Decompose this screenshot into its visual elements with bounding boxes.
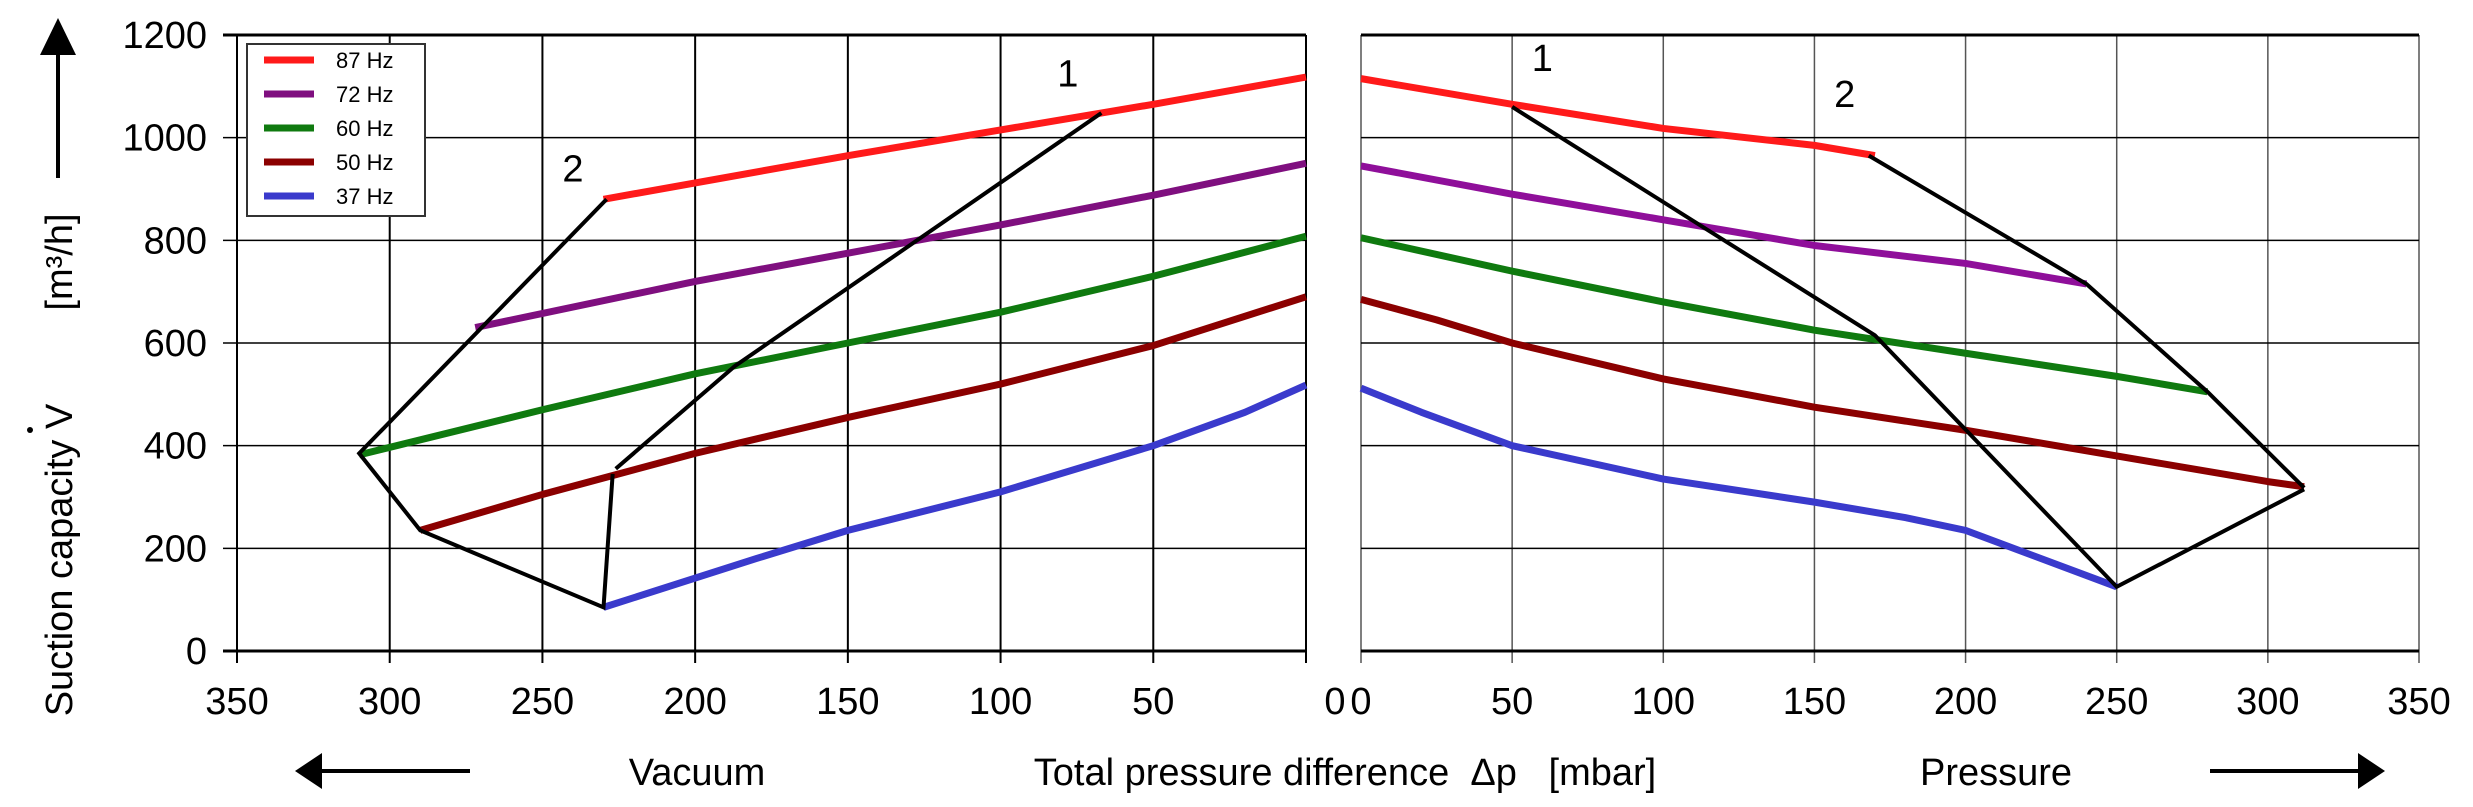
y-tick-label: 800 [144, 220, 207, 262]
legend-label: 72 Hz [336, 82, 393, 107]
x-tick-label: 50 [1491, 681, 1533, 723]
x-tick-label: 150 [816, 681, 879, 723]
x-tick-label: 250 [2085, 681, 2148, 723]
x-tick-label: 300 [358, 681, 421, 723]
v-dot [27, 427, 33, 433]
series-line-37-hz [602, 381, 1308, 611]
y-tick-label: 200 [144, 528, 207, 570]
x-tick-label: 250 [511, 681, 574, 723]
x-tick-label: 200 [663, 681, 726, 723]
x-axis-label: Total pressure difference Δp [mbar] [1034, 752, 1656, 794]
legend-label: 37 Hz [336, 184, 393, 209]
limit-line-2 [356, 197, 615, 611]
x-tick-label: 350 [2387, 681, 2450, 723]
x-tick-label: 200 [1934, 681, 1997, 723]
y-tick-label: 1200 [122, 15, 207, 57]
pressure-arrow-icon [2210, 753, 2385, 789]
series-line-60-hz [1360, 234, 2208, 396]
x-tick-label: 300 [2236, 681, 2299, 723]
annotation-label: 1 [1532, 38, 1553, 80]
series-line-50-hz [1360, 295, 2305, 491]
y-tick-label: 1000 [122, 118, 207, 160]
vacuum-label: Vacuum [629, 752, 766, 794]
annotation-label: 1 [1057, 53, 1078, 95]
limit-line-2 [1867, 153, 2306, 490]
series-line-37-hz [1359, 384, 2118, 591]
y-axis-label: Suction capacity V [39, 403, 81, 716]
x-tick-label: 100 [1632, 681, 1695, 723]
series-line-60-hz [358, 232, 1307, 459]
x-tick-label: 0 [1350, 681, 1371, 723]
y-axis-unit: [m³/h] [39, 213, 81, 310]
pressure-panel: 0 50 100 150 200 250 300 350 1 2 [1350, 33, 2451, 723]
legend-label: 87 Hz [336, 48, 393, 73]
x-tick-label: 150 [1783, 681, 1846, 723]
y-tick-label: 400 [144, 426, 207, 468]
series-line-72-hz [1360, 162, 2088, 288]
series-line-87-hz [1360, 75, 1876, 160]
limit-line-1 [1511, 105, 2306, 590]
x-tick-label: 0 [1324, 681, 1345, 723]
series-line-72-hz [474, 159, 1307, 332]
limit-line-1 [614, 111, 1103, 471]
legend: 87 Hz 72 Hz 60 Hz 50 Hz 37 Hz [246, 43, 426, 217]
y-tick-label: 600 [144, 323, 207, 365]
pressure-label: Pressure [1920, 752, 2072, 794]
x-tick-label: 100 [969, 681, 1032, 723]
legend-label: 60 Hz [336, 116, 393, 141]
annotation-label: 2 [562, 148, 583, 190]
series-line-50-hz [419, 293, 1308, 534]
annotation-label: 2 [1834, 74, 1855, 116]
legend-label: 50 Hz [336, 150, 393, 175]
vacuum-arrow-icon [295, 753, 470, 789]
x-tick-label: 50 [1132, 681, 1174, 723]
y-tick-label: 0 [186, 631, 207, 673]
x-tick-label: 350 [205, 681, 268, 723]
y-axis-arrow-icon [40, 18, 76, 178]
series-line-87-hz [602, 73, 1307, 203]
